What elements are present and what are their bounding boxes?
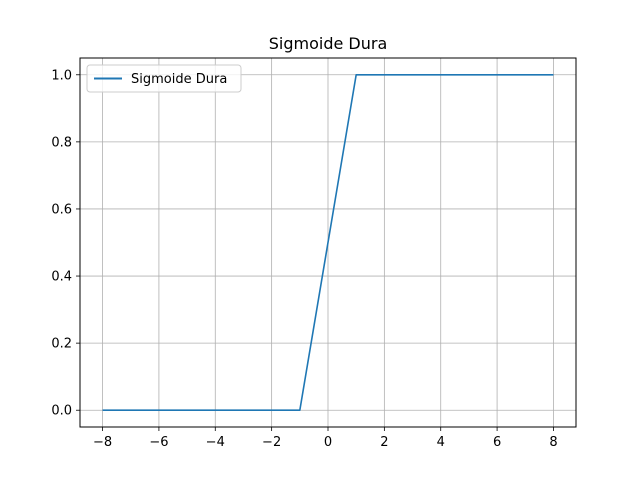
y-tick-label: 0.4: [51, 270, 72, 285]
y-tick-label: 0.2: [51, 337, 72, 352]
series-layer: [102, 73, 554, 412]
x-axis: −8 −6 −4 −2 0 2 4 6 8: [93, 427, 558, 450]
legend-box: [86, 64, 242, 93]
grid: [80, 58, 576, 427]
x-tick-label: 0: [324, 435, 332, 450]
series-line: [102, 73, 554, 412]
legend-label: Sigmoide Dura: [131, 72, 227, 87]
x-tick-label: −2: [262, 435, 281, 450]
y-axis: 0.0 0.2 0.4 0.6 0.8 1.0: [51, 68, 80, 419]
y-tick-label: 0.8: [51, 135, 72, 150]
x-tick-label: −8: [93, 435, 112, 450]
y-tick-label: 1.0: [51, 68, 72, 83]
x-tick-label: −4: [206, 435, 225, 450]
x-tick-label: 8: [549, 435, 557, 450]
x-tick-label: −6: [149, 435, 168, 450]
legend: Sigmoide Dura: [86, 64, 242, 93]
x-tick-label: 4: [437, 435, 445, 450]
y-tick-label: 0.0: [51, 404, 72, 419]
x-tick-label: 6: [493, 435, 501, 450]
chart-title: Sigmoide Dura: [269, 34, 388, 53]
y-tick-label: 0.6: [51, 202, 72, 217]
x-tick-label: 2: [380, 435, 388, 450]
